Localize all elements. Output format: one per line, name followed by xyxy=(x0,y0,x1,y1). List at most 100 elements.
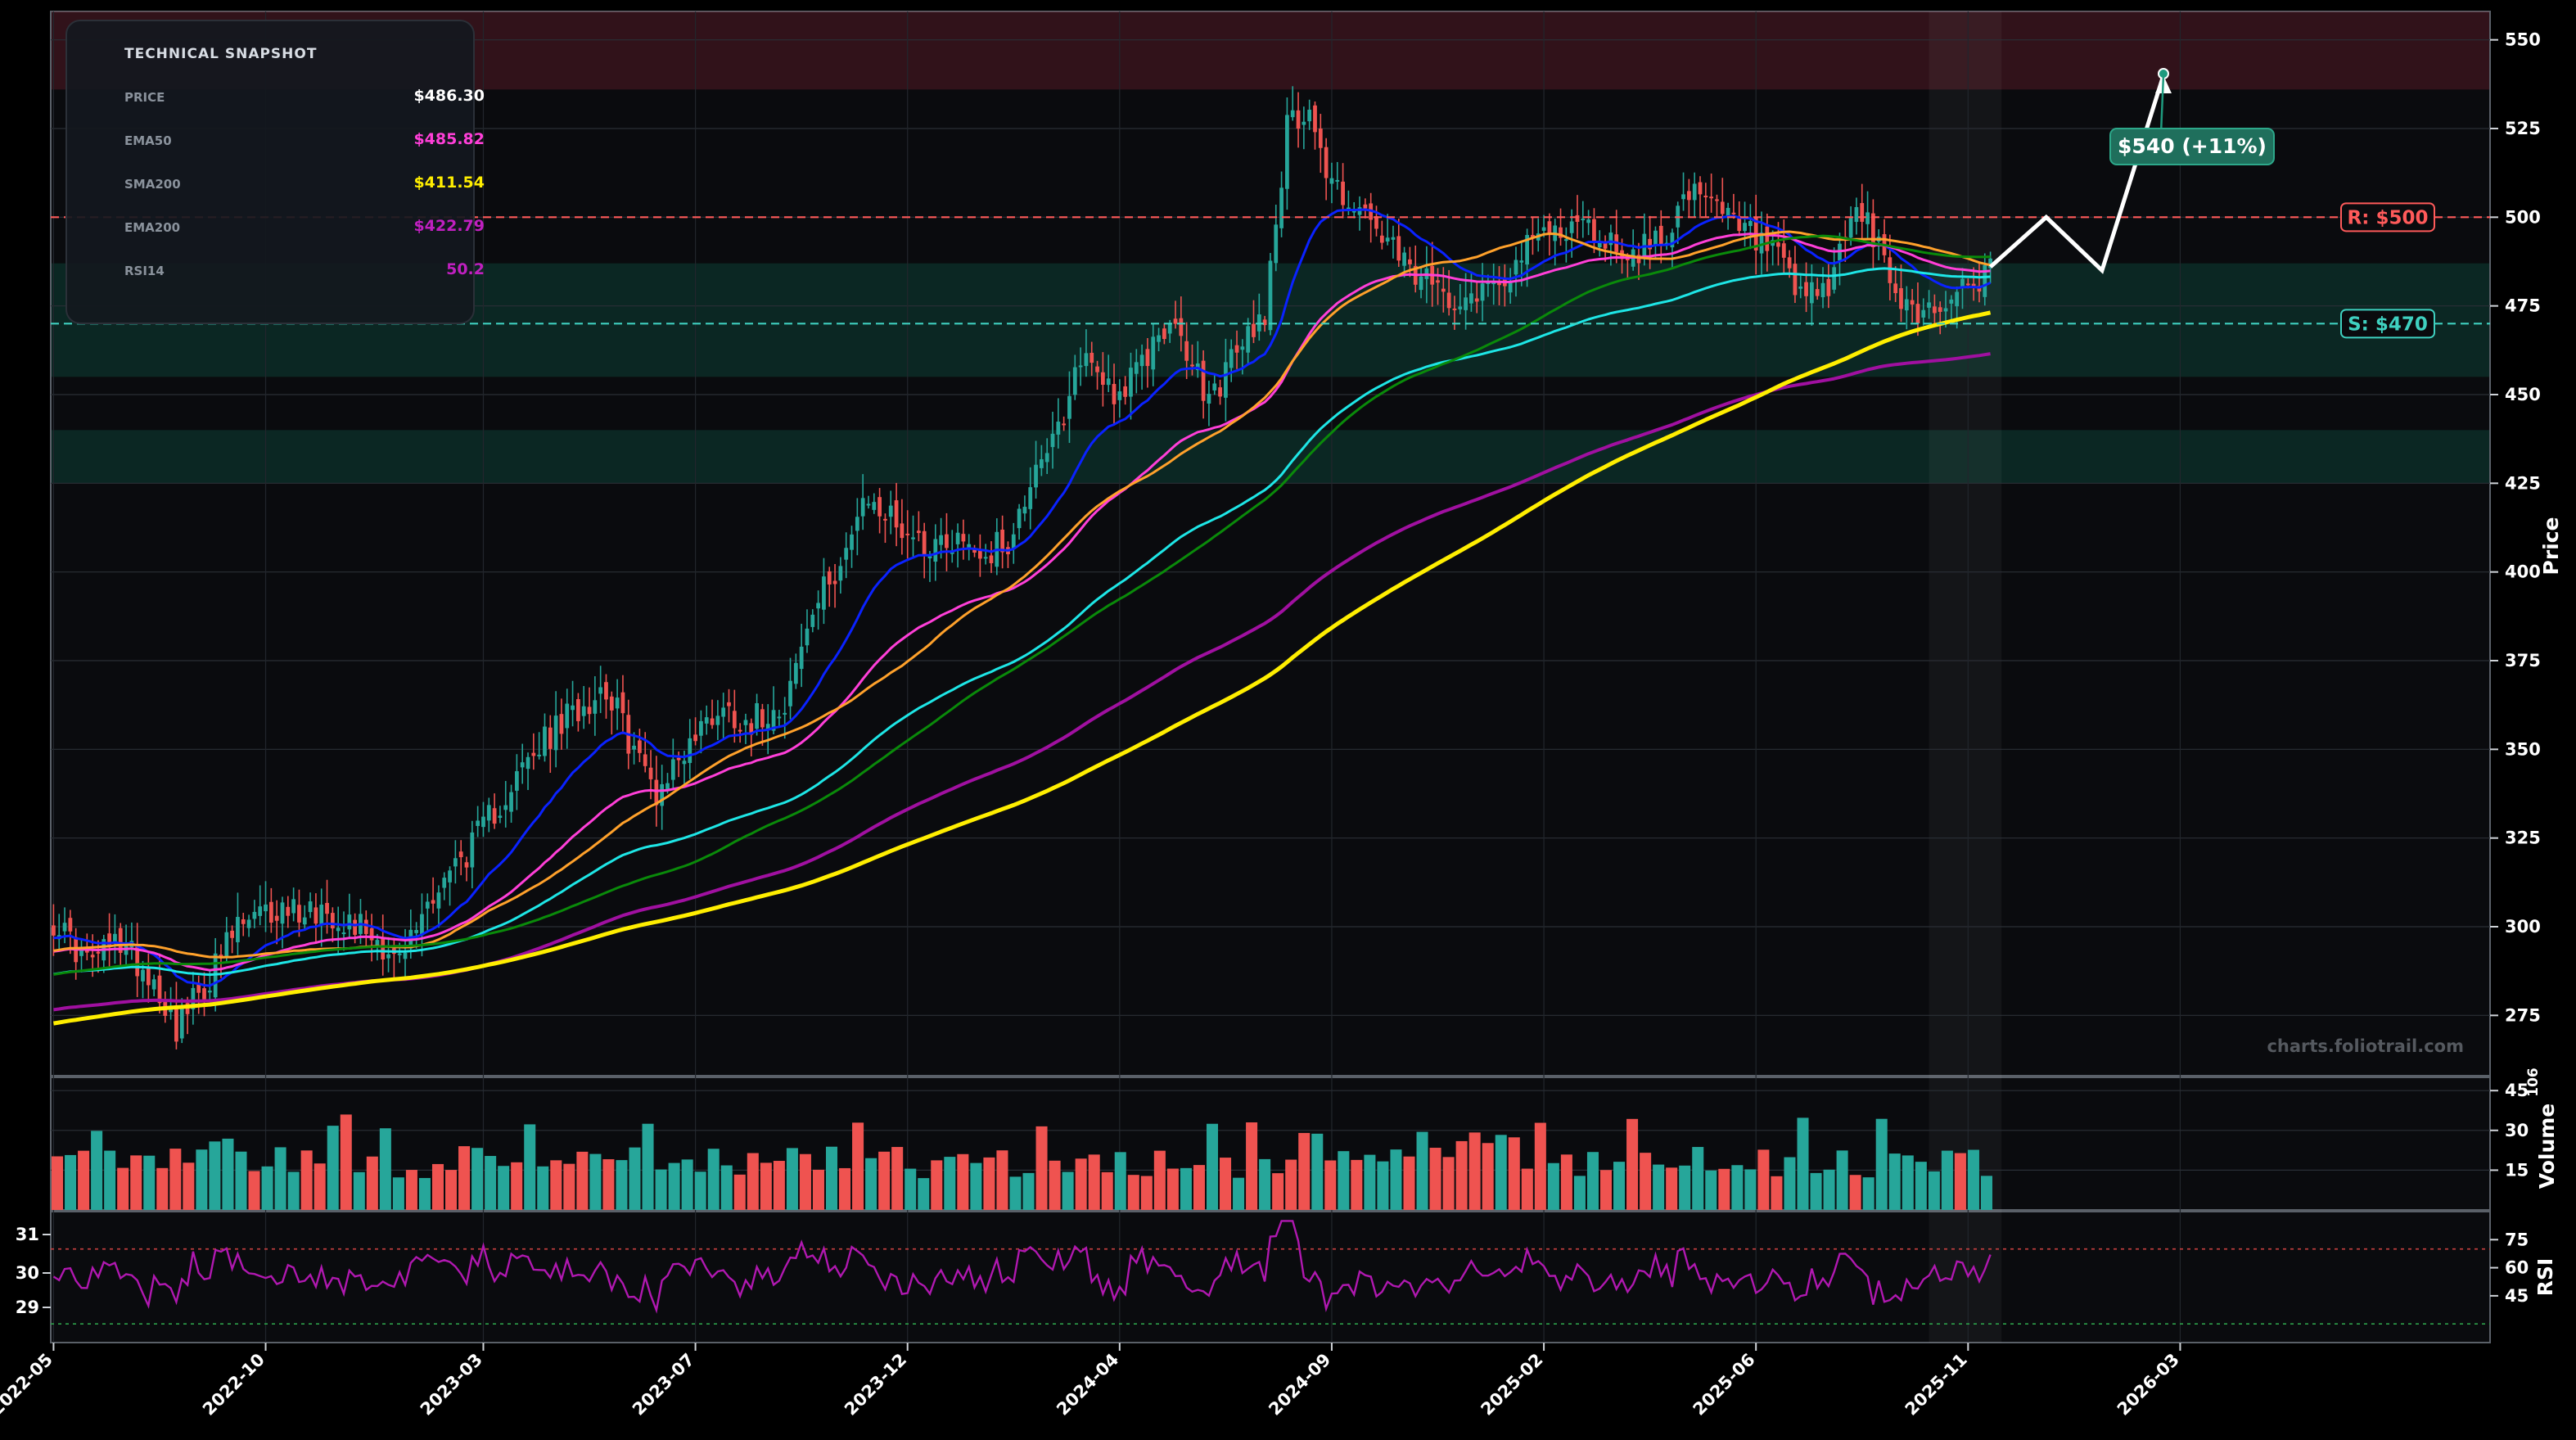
candle-up xyxy=(1011,534,1016,549)
x-tick-label: 2024-04 xyxy=(1053,1350,1122,1420)
volume-bar xyxy=(392,1177,404,1210)
volume-bar xyxy=(957,1153,969,1210)
candle-down xyxy=(369,928,374,941)
candle-down xyxy=(230,930,235,938)
candle-up xyxy=(319,905,324,925)
candle-down xyxy=(1636,255,1641,264)
candle-down xyxy=(1184,341,1189,361)
volume-bar xyxy=(1508,1137,1520,1210)
volume-bar xyxy=(340,1114,352,1210)
candle-up xyxy=(888,505,893,517)
candle-up xyxy=(1022,507,1027,514)
volume-bar xyxy=(707,1149,720,1210)
volume-bar xyxy=(655,1169,667,1210)
candle-down xyxy=(330,913,335,929)
candle-down xyxy=(135,946,140,977)
volume-bar xyxy=(1967,1149,1979,1210)
candle-down xyxy=(894,500,899,528)
volume-bar xyxy=(196,1149,208,1210)
candle-down xyxy=(1374,216,1378,229)
candle-up xyxy=(581,706,586,716)
candle-up xyxy=(911,537,915,539)
volume-bar xyxy=(1954,1153,1966,1210)
rsi-axis-title: RSI xyxy=(2533,1258,2557,1297)
price-tick-label: 450 xyxy=(2505,385,2541,404)
volume-bar xyxy=(733,1174,746,1210)
candle-up xyxy=(777,716,782,719)
candle-up xyxy=(169,1009,173,1013)
candle-down xyxy=(1703,196,1708,198)
snapshot-row-ema200: EMA200 $422.79 xyxy=(124,217,485,238)
x-tick-label: 2025-06 xyxy=(1690,1350,1759,1420)
recent-period-highlight xyxy=(1929,11,2002,1343)
candle-down xyxy=(174,1005,178,1042)
candle-up xyxy=(1302,121,1306,125)
candle-up xyxy=(1229,349,1234,368)
candle-up xyxy=(520,762,525,768)
candle-up xyxy=(1563,239,1568,242)
volume-bar xyxy=(485,1156,497,1210)
volume-bar xyxy=(511,1162,523,1210)
volume-bar xyxy=(944,1157,956,1210)
x-tick-label: 2024-09 xyxy=(1265,1350,1334,1420)
candle-down xyxy=(1190,364,1194,367)
volume-bar xyxy=(1324,1160,1337,1210)
x-tick-label: 2026-03 xyxy=(2114,1350,2183,1420)
candle-up xyxy=(336,928,341,932)
candle-down xyxy=(1252,323,1256,337)
price-tick-label: 375 xyxy=(2505,651,2541,670)
candle-down xyxy=(1603,242,1608,249)
candle-up xyxy=(79,947,83,956)
volume-bar xyxy=(1573,1176,1586,1210)
candle-down xyxy=(576,699,580,721)
volume-bar xyxy=(1521,1168,1533,1210)
candle-up xyxy=(665,783,670,790)
candle-down xyxy=(1720,201,1725,214)
candle-down xyxy=(157,975,162,1004)
volume-bar xyxy=(878,1151,891,1210)
volume-bar xyxy=(1547,1162,1559,1210)
volume-bar xyxy=(1941,1150,1953,1210)
volume-bar xyxy=(1416,1131,1428,1210)
snapshot-value: $411.54 xyxy=(413,174,485,192)
candle-down xyxy=(832,580,837,585)
candle-up xyxy=(1067,395,1071,419)
rsi-panel-bg xyxy=(50,1211,2491,1343)
candle-up xyxy=(1084,353,1089,367)
volume-bar xyxy=(1259,1158,1271,1210)
candle-down xyxy=(1977,286,1982,292)
candle-up xyxy=(291,899,296,914)
candle-down xyxy=(732,711,737,729)
candle-up xyxy=(743,720,748,725)
candle-up xyxy=(258,906,263,916)
candle-up xyxy=(302,917,307,925)
candle-up xyxy=(1419,276,1423,291)
volume-bar xyxy=(983,1157,995,1210)
candle-down xyxy=(431,900,435,904)
volume-bar xyxy=(222,1138,234,1210)
candle-up xyxy=(670,759,675,780)
volume-bar xyxy=(563,1163,575,1210)
candle-up xyxy=(632,745,636,750)
candle-down xyxy=(1396,236,1401,261)
candle-up xyxy=(264,904,268,912)
volume-bar xyxy=(274,1147,286,1210)
candle-up xyxy=(141,969,145,982)
volume-bar xyxy=(1599,1170,1613,1210)
snapshot-row-ema50: EMA50 $485.82 xyxy=(124,130,485,151)
price-tick-label: 475 xyxy=(2505,296,2541,316)
snapshot-row-rsi14: RSI14 50.2 xyxy=(124,260,485,282)
candle-up xyxy=(1469,293,1473,304)
candle-up xyxy=(872,502,877,510)
candle-down xyxy=(202,988,206,1000)
snapshot-value: 50.2 xyxy=(446,260,485,278)
candle-up xyxy=(805,628,810,646)
candle-up xyxy=(1525,235,1530,265)
candle-down xyxy=(827,571,832,585)
volume-bar xyxy=(261,1166,273,1210)
volume-bar xyxy=(130,1155,142,1210)
candle-up xyxy=(1983,264,1987,297)
volume-bar xyxy=(1114,1152,1126,1210)
volume-bar xyxy=(1771,1176,1783,1210)
candle-down xyxy=(1965,283,1970,286)
